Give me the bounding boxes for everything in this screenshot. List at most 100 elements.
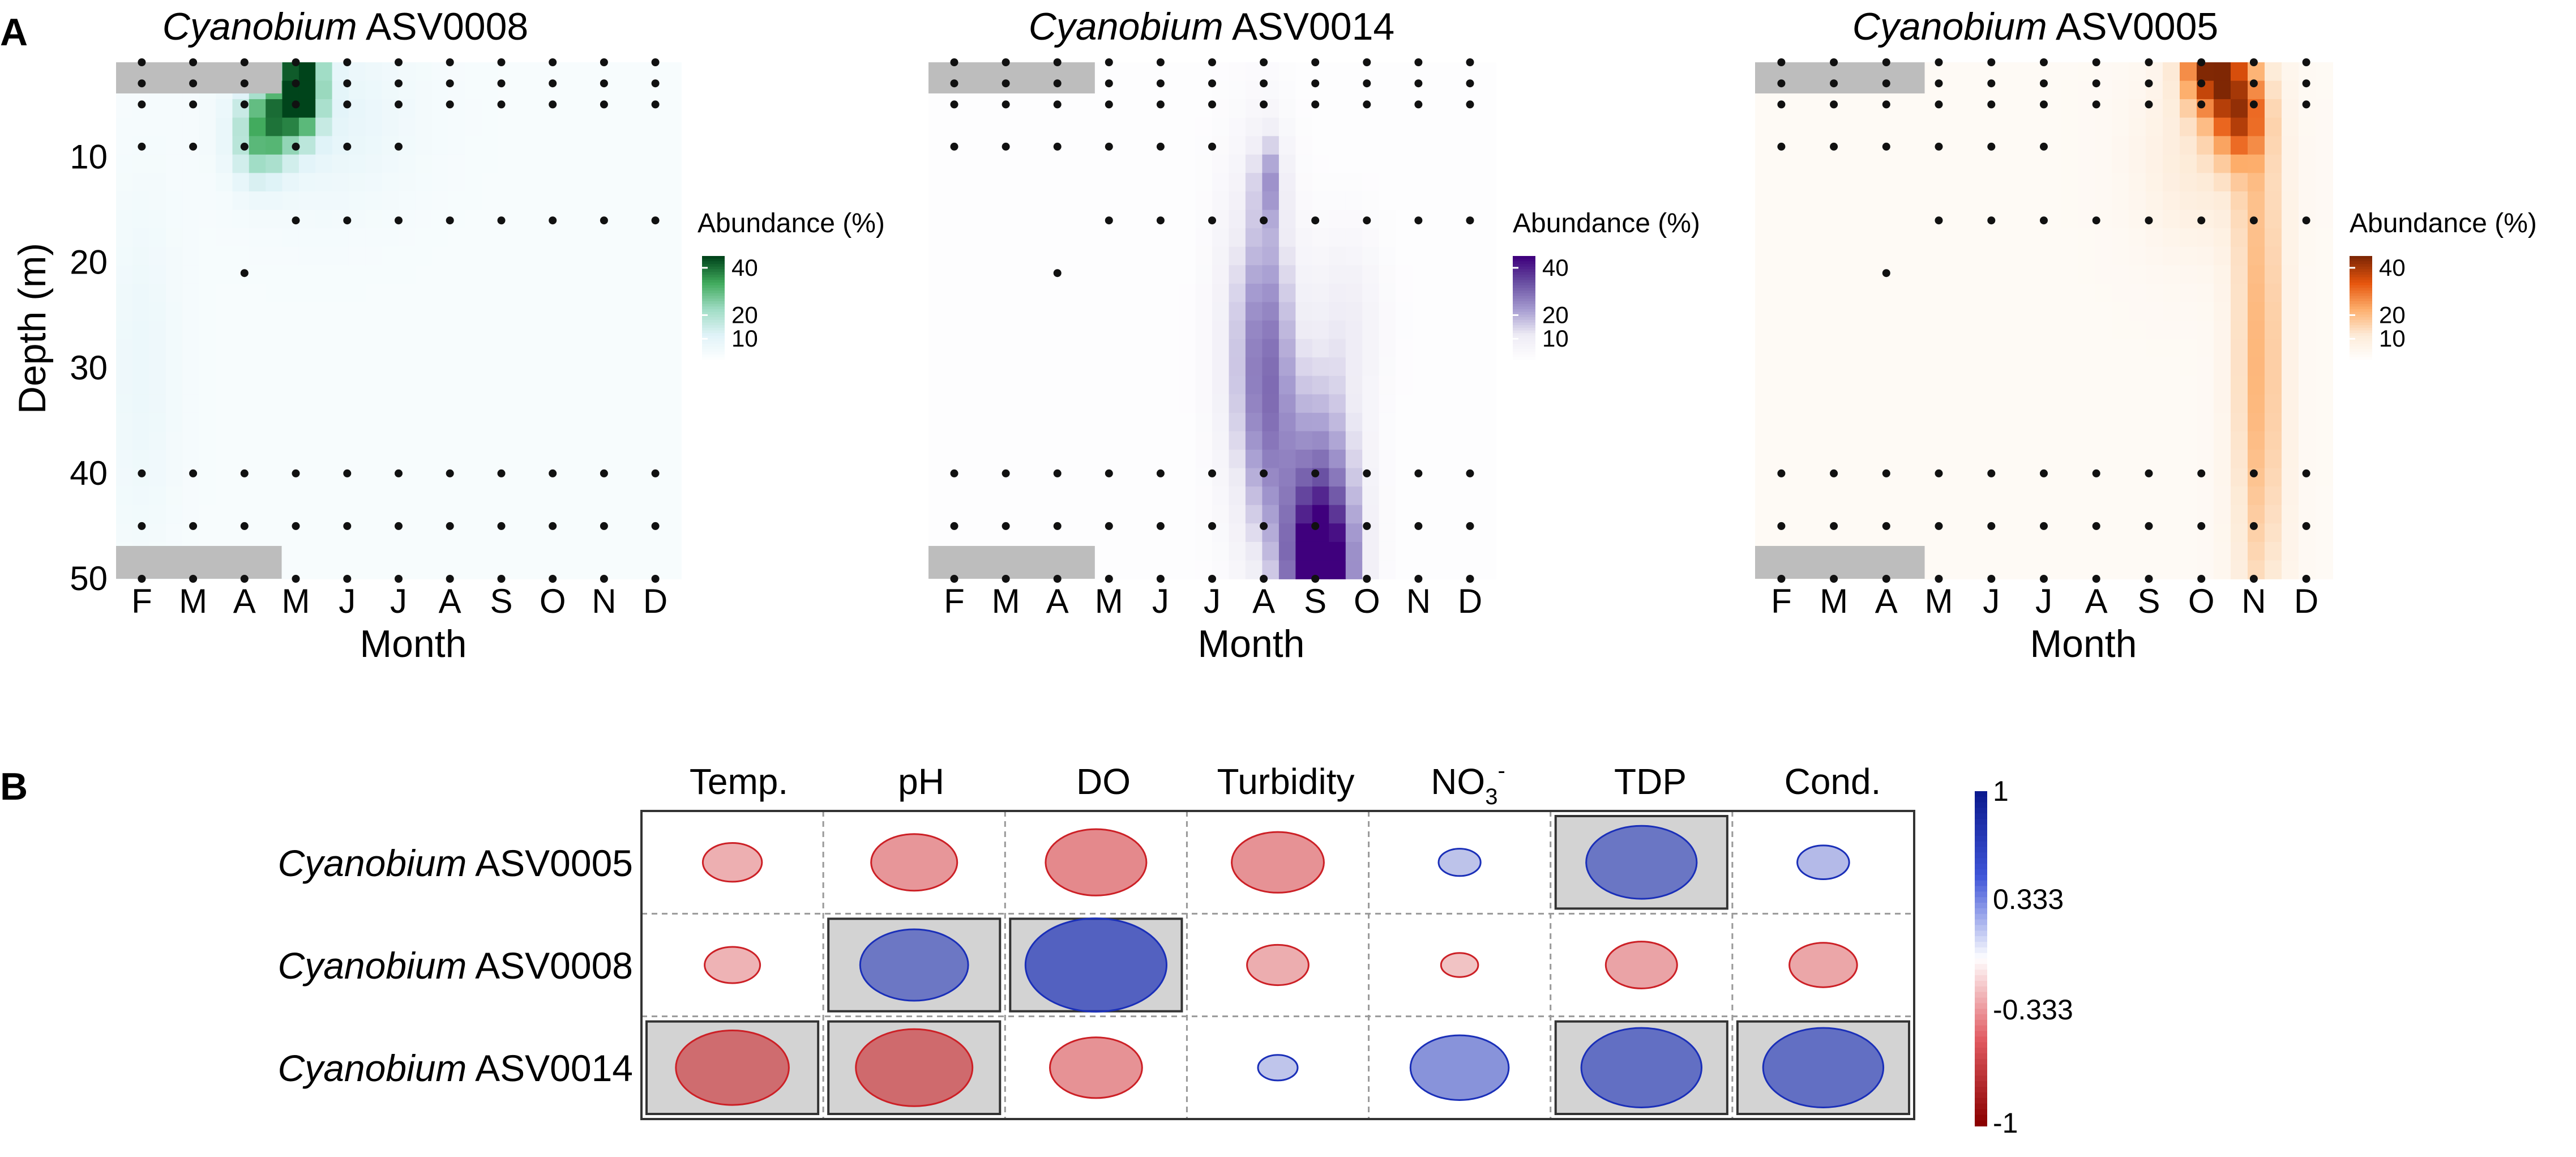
heatmap-cell xyxy=(1212,228,1230,247)
heatmap-cell xyxy=(1229,154,1246,174)
heatmap-cell xyxy=(1429,210,1447,229)
heatmap-cell xyxy=(648,265,665,284)
legend-color-step xyxy=(2350,311,2372,315)
heatmap-cell xyxy=(448,375,466,395)
heatmap-cell xyxy=(1445,321,1463,340)
sampling-point xyxy=(651,216,660,225)
sampling-point xyxy=(600,100,608,109)
heatmap-cell xyxy=(2027,357,2044,377)
heatmap-cell xyxy=(2061,136,2078,155)
heatmap-cell xyxy=(249,505,267,524)
heatmap-cell xyxy=(1345,375,1363,395)
heatmap-cell xyxy=(1195,283,1213,303)
heatmap-cell xyxy=(415,412,433,432)
heatmap-cell xyxy=(132,173,150,192)
heatmap-cell xyxy=(1095,394,1113,413)
heatmap-cell xyxy=(1479,431,1496,450)
heatmap-cell xyxy=(1362,412,1380,432)
heatmap-cell xyxy=(1079,431,1096,450)
heatmap-cell xyxy=(2180,136,2197,155)
heatmap-cell xyxy=(2112,505,2129,524)
heatmap-cell xyxy=(1128,523,1146,543)
sampling-point xyxy=(2040,216,2048,225)
heatmap-cell xyxy=(648,505,665,524)
heatmap-cell xyxy=(2129,505,2146,524)
heatmap-cell xyxy=(1925,228,1942,247)
heatmap-cell xyxy=(1028,394,1046,413)
heatmap-cell xyxy=(365,136,383,155)
heatmap-cell xyxy=(2129,468,2146,488)
heatmap-cell xyxy=(631,412,649,432)
heatmap-cell xyxy=(664,62,682,82)
heatmap-cell xyxy=(978,339,996,358)
heatmap-cell xyxy=(1379,62,1397,82)
heatmap-cell xyxy=(1976,173,1993,192)
heatmap-cell xyxy=(1396,357,1413,377)
heatmap-cell xyxy=(1806,505,1824,524)
heatmap-cell xyxy=(348,375,366,395)
colorbar-step xyxy=(1975,791,1987,797)
legend-color-step xyxy=(702,314,725,318)
heatmap-cell xyxy=(2248,321,2265,340)
sampling-point xyxy=(1935,79,1943,88)
heatmap-cell xyxy=(598,412,615,432)
heatmap-cell xyxy=(1993,173,2010,192)
row-asv: ASV0014 xyxy=(467,1047,633,1089)
legend-color-step xyxy=(702,357,725,361)
heatmap-cell xyxy=(1128,339,1146,358)
heatmap-cell xyxy=(365,450,383,469)
heatmap-cell xyxy=(1062,228,1080,247)
sampling-point xyxy=(343,469,352,477)
heatmap-cell xyxy=(415,339,433,358)
heatmap-cell xyxy=(249,339,267,358)
heatmap-cell xyxy=(1329,302,1346,321)
heatmap-cell xyxy=(282,321,299,340)
heatmap-cell xyxy=(298,375,316,395)
heatmap-cell xyxy=(1789,505,1807,524)
heatmap-cell xyxy=(116,265,134,284)
heatmap-cell xyxy=(1445,486,1463,506)
heatmap-cell xyxy=(1857,117,1875,137)
heatmap-cell xyxy=(298,468,316,488)
colorbar-step xyxy=(1975,819,1987,826)
heatmap-cell xyxy=(1362,541,1380,561)
heatmap-cell xyxy=(332,321,349,340)
heatmap-cell xyxy=(2078,136,2095,155)
heatmap-cell xyxy=(631,523,649,543)
heatmap-cell xyxy=(182,412,200,432)
heatmap-cell xyxy=(631,541,649,561)
heatmap-cell xyxy=(1062,523,1080,543)
heatmap-cell xyxy=(2095,431,2112,450)
heatmap-cell xyxy=(2129,191,2146,211)
heatmap-cell xyxy=(581,136,599,155)
heatmap-cell xyxy=(2010,265,2027,284)
column-header-do: DO xyxy=(1076,761,1131,802)
sampling-point xyxy=(950,79,958,88)
heatmap-cell xyxy=(2027,154,2044,174)
heatmap-cell xyxy=(2146,154,2163,174)
heatmap-cell xyxy=(332,283,349,303)
heatmap-cell xyxy=(2078,154,2095,174)
heatmap-cell xyxy=(365,486,383,506)
heatmap-cell xyxy=(2231,357,2248,377)
heatmap-cell xyxy=(1857,228,1875,247)
heatmap-cell xyxy=(2129,431,2146,450)
heatmap-cell xyxy=(961,412,979,432)
heatmap-cell xyxy=(382,246,399,266)
heatmap-cell xyxy=(2180,560,2197,579)
heatmap-cell xyxy=(382,375,399,395)
heatmap-cell xyxy=(1789,154,1807,174)
heatmap-cell xyxy=(298,265,316,284)
heatmap-cell xyxy=(1262,246,1280,266)
heatmap-cell xyxy=(1278,505,1296,524)
heatmap-cell xyxy=(399,228,416,247)
heatmap-cell xyxy=(1959,191,1976,211)
heatmap-cell xyxy=(1755,339,1773,358)
heatmap-cell xyxy=(1959,560,1976,579)
heatmap-cell xyxy=(365,62,383,82)
heatmap-cell xyxy=(232,210,250,229)
sampling-point xyxy=(292,100,300,109)
heatmap-cell xyxy=(348,541,366,561)
heatmap-cell xyxy=(365,246,383,266)
